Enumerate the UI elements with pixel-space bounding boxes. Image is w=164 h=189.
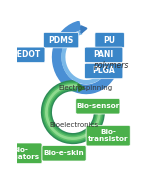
FancyBboxPatch shape <box>85 47 123 63</box>
Text: Bio-e-skin: Bio-e-skin <box>44 150 84 156</box>
Text: Bioelectronics: Bioelectronics <box>49 122 98 128</box>
FancyBboxPatch shape <box>7 47 45 63</box>
Text: PEDOT: PEDOT <box>11 50 41 59</box>
Text: PDMS: PDMS <box>49 36 74 45</box>
Text: Electrospinning: Electrospinning <box>58 85 112 91</box>
FancyBboxPatch shape <box>86 125 130 146</box>
FancyBboxPatch shape <box>0 143 42 164</box>
Text: Bio-
actuators: Bio- actuators <box>0 147 40 160</box>
Text: PANI: PANI <box>94 50 114 59</box>
FancyBboxPatch shape <box>42 146 86 161</box>
Text: Bio-sensor: Bio-sensor <box>76 103 120 109</box>
Text: PLGA: PLGA <box>92 67 115 75</box>
FancyBboxPatch shape <box>76 98 120 114</box>
Text: Bio-
transistor: Bio- transistor <box>88 129 128 142</box>
FancyBboxPatch shape <box>43 32 79 48</box>
Text: polymers: polymers <box>93 61 129 70</box>
Text: PU: PU <box>104 36 116 45</box>
FancyBboxPatch shape <box>95 32 124 48</box>
FancyBboxPatch shape <box>85 63 123 79</box>
